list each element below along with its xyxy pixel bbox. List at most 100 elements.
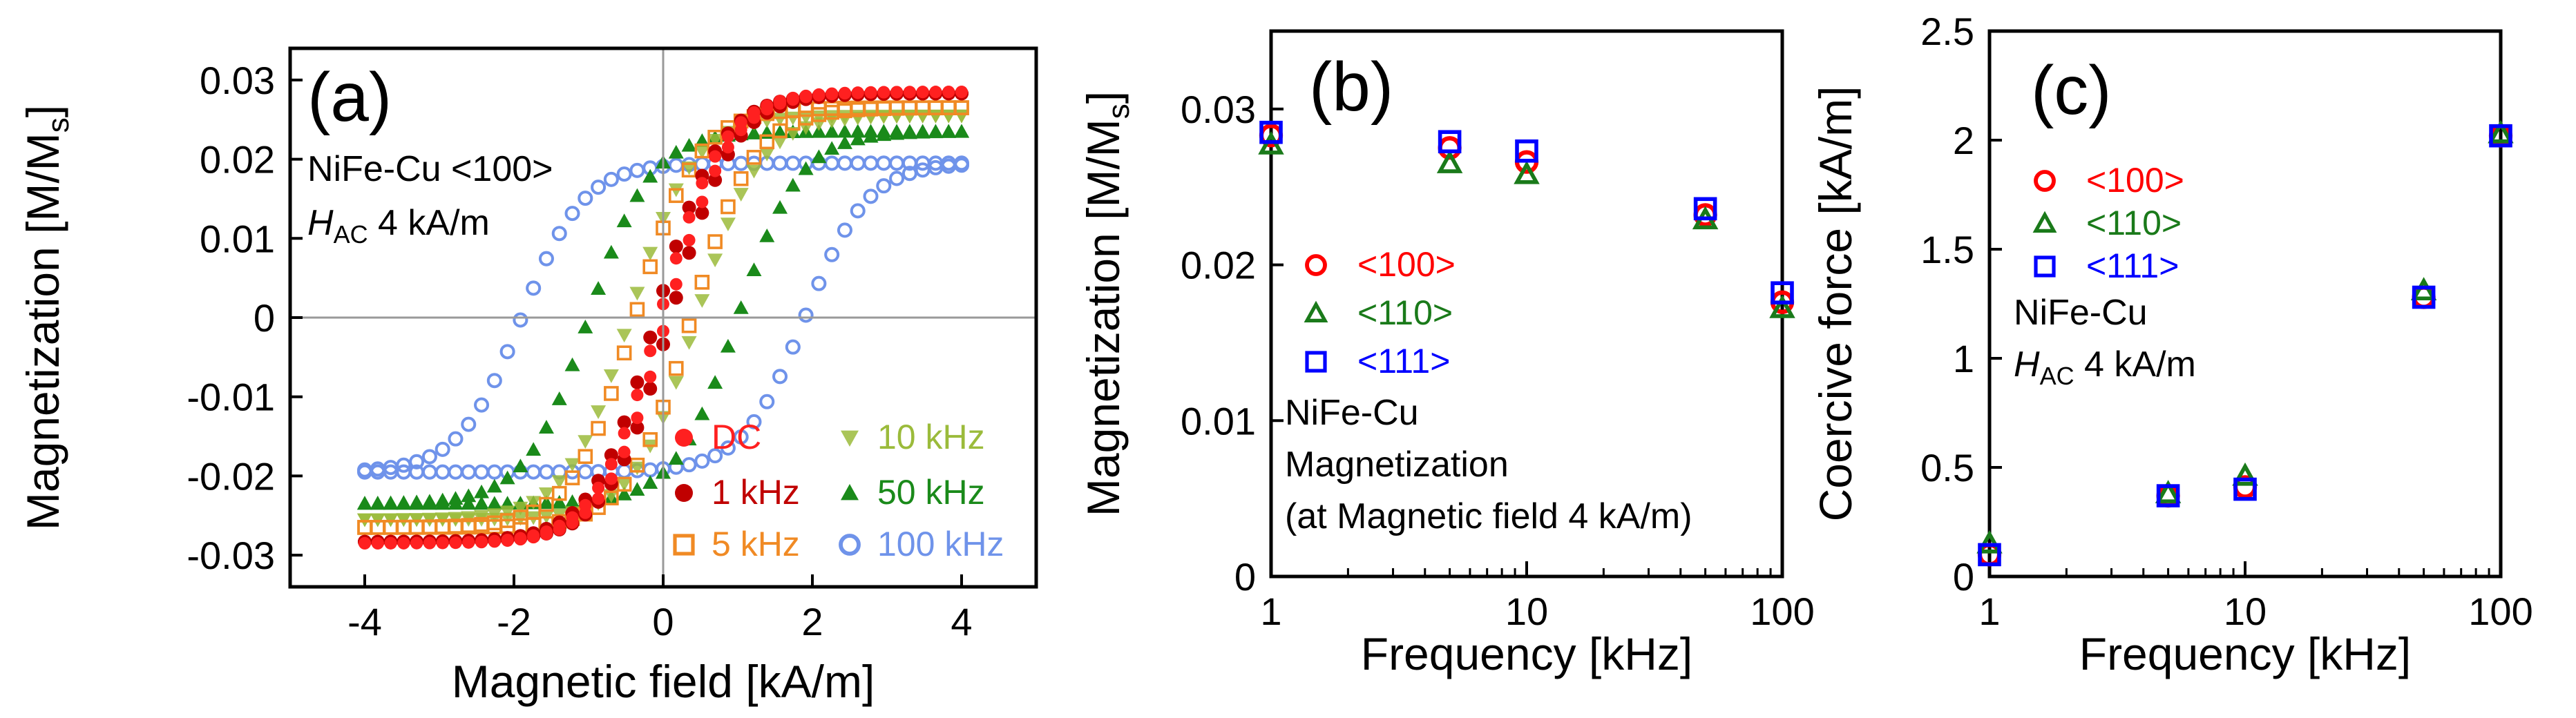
panel-a-point: [616, 345, 632, 361]
panel-c-legend-label: <110>: [2086, 204, 2182, 242]
panel-a-point: [449, 536, 462, 550]
panel-a-point: [551, 475, 567, 489]
panel-a-point: [644, 345, 657, 358]
panel-a-point: [707, 234, 723, 249]
panel-b-legend-marker: [1305, 351, 1327, 373]
panel-a-point: [682, 246, 696, 260]
panel-a-point: [435, 492, 450, 507]
panel-b-series: [1259, 120, 1794, 305]
panel-b-point: [1438, 130, 1462, 154]
panel-a-point: [890, 86, 904, 99]
panel-a-point: [397, 536, 410, 550]
panel-a-point: [486, 496, 502, 510]
panel-c-x-tick-label: 1: [1978, 590, 2000, 633]
panel-a-point: [499, 470, 515, 485]
panel-b-legend-entry: <100>: [1305, 245, 1456, 284]
panel-c-point: [2488, 119, 2514, 144]
panel-b-y-tick-label: 0: [1234, 555, 1256, 599]
panel-a-point: [618, 445, 631, 458]
panel-a-point: [707, 448, 723, 464]
panel-a-point: [877, 86, 890, 99]
panel-a-point: [461, 464, 477, 480]
panel-a-point: [540, 525, 553, 538]
panel-a-point: [746, 164, 762, 179]
panel-b-point: [1693, 197, 1717, 221]
panel-a-point: [538, 420, 554, 434]
panel-a-point: [538, 487, 554, 501]
panel-a-point: [642, 259, 658, 275]
panel-a-x-tick-label: 2: [801, 600, 823, 643]
panel-a-point: [564, 470, 580, 485]
panel-a-point: [824, 141, 840, 155]
panel-a-point: [785, 177, 801, 192]
panel-a-point: [837, 135, 852, 149]
panel-c-point: [2410, 277, 2437, 301]
panel-a-label: (a): [307, 59, 392, 136]
panel-a-point: [629, 188, 645, 202]
panel-a-point: [499, 344, 515, 360]
panel-b-annotation-line-2: Magnetization: [1285, 445, 1509, 485]
panel-a-point: [799, 89, 812, 102]
panel-a-point: [384, 536, 397, 550]
panel-a-point: [681, 318, 697, 333]
panel-a-point: [759, 134, 775, 150]
panel-a-point: [733, 429, 749, 445]
panel-a-point: [526, 496, 542, 510]
panel-a-point: [889, 171, 905, 186]
panel-c-point: [2155, 480, 2182, 503]
panel-a-point: [955, 86, 968, 99]
panel-a-point: [720, 217, 736, 232]
panel-a-point: [551, 226, 567, 242]
panel-a-point: [474, 496, 490, 510]
panel-a-point: [551, 494, 567, 509]
panel-a-point: [579, 498, 592, 512]
panel-a-point: [617, 415, 631, 429]
panel-a-point: [824, 124, 840, 138]
panel-c-point: [1978, 543, 2001, 567]
panel-a-point: [824, 246, 840, 262]
panel-a-point: [538, 464, 554, 480]
panel-b-y-tick-label: 0.02: [1181, 244, 1256, 287]
panel-a-point: [629, 287, 645, 301]
panel-b-legend-label: <100>: [1357, 245, 1456, 284]
panel-a-point: [371, 536, 384, 550]
panel-b-legend-entry: <111>: [1305, 342, 1450, 380]
panel-a-point: [838, 86, 851, 99]
panel-a-point: [850, 131, 866, 146]
panel-a-point: [696, 195, 709, 208]
panel-b-annotation-line-3: (at Magnetic field 4 kA/m): [1285, 496, 1692, 536]
panel-a-point: [629, 461, 645, 476]
panel-a-legend-marker: [839, 534, 861, 556]
panel-a-point: [837, 124, 852, 138]
panel-a-point: [604, 490, 619, 506]
panel-c-ticks: 1 10 100 0 0.5 1 1.5 2 2.5: [1920, 10, 2533, 633]
panel-a-point: [798, 161, 814, 175]
panel-c-point: [2489, 124, 2512, 148]
panel-c-legend-label: <100>: [2086, 161, 2184, 200]
panel-a-point: [668, 451, 684, 465]
panel-a-x-tick-label: 4: [951, 600, 972, 643]
panel-c-legend-entry: <100>: [2034, 161, 2184, 200]
panel-a-point: [901, 124, 917, 138]
panel-a-point: [746, 150, 762, 165]
panel-a-point: [889, 124, 905, 138]
panel-a-point: [474, 510, 490, 524]
panel-c-x-tick-label: 10: [2224, 590, 2267, 633]
panel-a-point: [954, 100, 969, 115]
panel-a-point: [772, 369, 788, 385]
panel-a-point: [604, 472, 618, 485]
panel-c-legend-marker: [2034, 170, 2056, 192]
panel-a-point: [644, 370, 657, 383]
panel-c-data-points: [1976, 119, 2514, 567]
panel-a-point: [578, 320, 593, 333]
panel-a-point: [721, 130, 734, 143]
panel-a-annotation-field: HAC 4 kA/m: [307, 203, 490, 249]
panel-a-point: [850, 124, 866, 138]
panel-a-point: [551, 391, 567, 405]
panel-c-x-tick-label: 100: [2468, 590, 2532, 633]
panel-a-point: [591, 405, 607, 419]
panel-a-point: [410, 536, 423, 550]
panel-b-point: [1514, 160, 1540, 184]
panel-a-point: [592, 481, 605, 494]
